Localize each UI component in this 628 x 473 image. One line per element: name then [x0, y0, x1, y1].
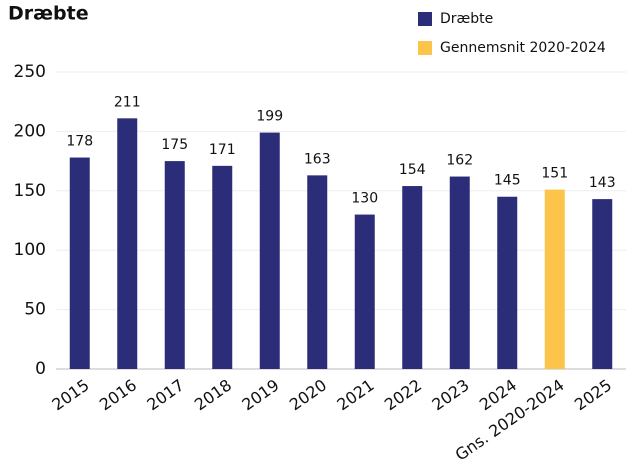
bar	[164, 161, 185, 369]
bar	[544, 189, 565, 369]
legend-label: Gennemsnit 2020-2024	[440, 40, 606, 56]
y-tick-label: 100	[14, 240, 46, 260]
data-label: 199	[256, 109, 283, 125]
data-label: 145	[494, 173, 521, 189]
bar	[259, 132, 280, 369]
data-label: 151	[541, 166, 568, 182]
bar	[354, 214, 375, 369]
data-label: 130	[351, 191, 378, 207]
y-tick-label: 250	[14, 62, 46, 82]
y-tick-label: 0	[35, 359, 46, 379]
bar	[307, 175, 328, 369]
data-label: 163	[304, 151, 331, 167]
chart-title: Dræbte	[8, 3, 89, 25]
x-tick-label: 2022	[381, 375, 425, 414]
data-label: 162	[446, 153, 473, 169]
legend-swatch	[418, 12, 432, 26]
legend-swatch	[418, 41, 432, 55]
bar	[402, 186, 423, 369]
data-label: 143	[589, 175, 616, 191]
x-tick-label: 2019	[238, 375, 282, 414]
bar	[449, 176, 470, 369]
x-tick-label: 2025	[571, 375, 615, 414]
bar	[497, 196, 518, 369]
bar	[117, 118, 138, 369]
y-tick-label: 200	[14, 121, 46, 141]
x-tick-label: 2017	[143, 375, 187, 414]
data-label: 154	[399, 162, 426, 178]
data-label: 178	[66, 134, 93, 150]
x-tick-label: 2020	[286, 375, 330, 414]
x-tick-label: 2015	[48, 375, 92, 414]
y-tick-label: 150	[14, 181, 46, 201]
x-tick-label: 2018	[191, 375, 235, 414]
x-tick-label: 2021	[333, 375, 377, 414]
x-tick-label: 2016	[96, 375, 140, 414]
y-tick-label: 50	[24, 300, 46, 320]
data-label: 175	[161, 137, 188, 153]
bar	[592, 199, 613, 369]
data-label: 171	[209, 142, 236, 158]
bar	[212, 165, 233, 369]
bar	[69, 157, 90, 369]
data-label: 211	[114, 94, 141, 110]
x-tick-label: 2023	[428, 375, 472, 414]
legend-label: Dræbte	[440, 11, 493, 27]
